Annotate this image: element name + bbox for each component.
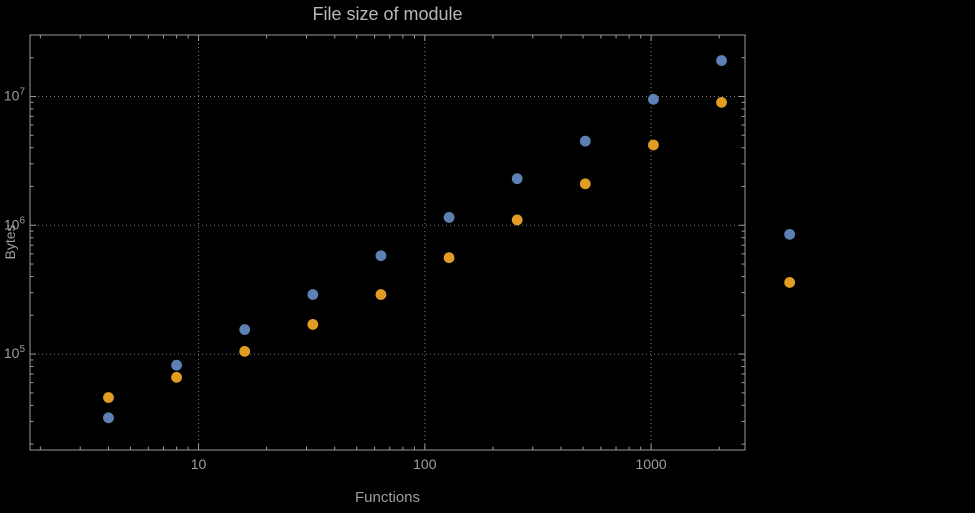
data-point: [375, 289, 387, 300]
data-point: [511, 214, 523, 226]
x-tick-label: 100: [413, 456, 437, 472]
y-tick-label: 106: [4, 215, 26, 232]
data-point: [103, 392, 114, 403]
data-point: [579, 178, 591, 190]
x-tick-label: 10: [191, 456, 207, 472]
data-point: [579, 135, 591, 147]
data-point: [239, 345, 251, 357]
data-point: [648, 93, 659, 105]
data-point: [443, 212, 455, 223]
data-point: [239, 324, 251, 335]
data-point: [784, 228, 796, 240]
data-point: [171, 371, 182, 383]
x-axis-label: Functions: [354, 489, 421, 506]
data-point: [307, 318, 319, 330]
data-point: [648, 139, 659, 151]
data-point: [784, 277, 796, 288]
data-point: [716, 55, 727, 66]
x-tick-label: 1000: [636, 456, 667, 472]
y-tick-label: 105: [4, 344, 26, 361]
axis-ticks: [30, 35, 745, 450]
gridlines: [30, 35, 745, 450]
data-point: [307, 289, 319, 300]
data-point: [375, 250, 387, 262]
data-point: [171, 359, 182, 371]
data-point: [443, 252, 455, 264]
series-orange: [103, 96, 796, 403]
chart-title: File size of module: [312, 4, 463, 24]
data-point: [511, 173, 523, 185]
plot-frame: [29, 34, 746, 451]
y-tick-label: 107: [4, 86, 26, 103]
y-axis-label: Bytes: [2, 224, 18, 260]
series-blue: [103, 55, 796, 424]
data-point: [716, 96, 727, 108]
data-point: [103, 412, 114, 424]
